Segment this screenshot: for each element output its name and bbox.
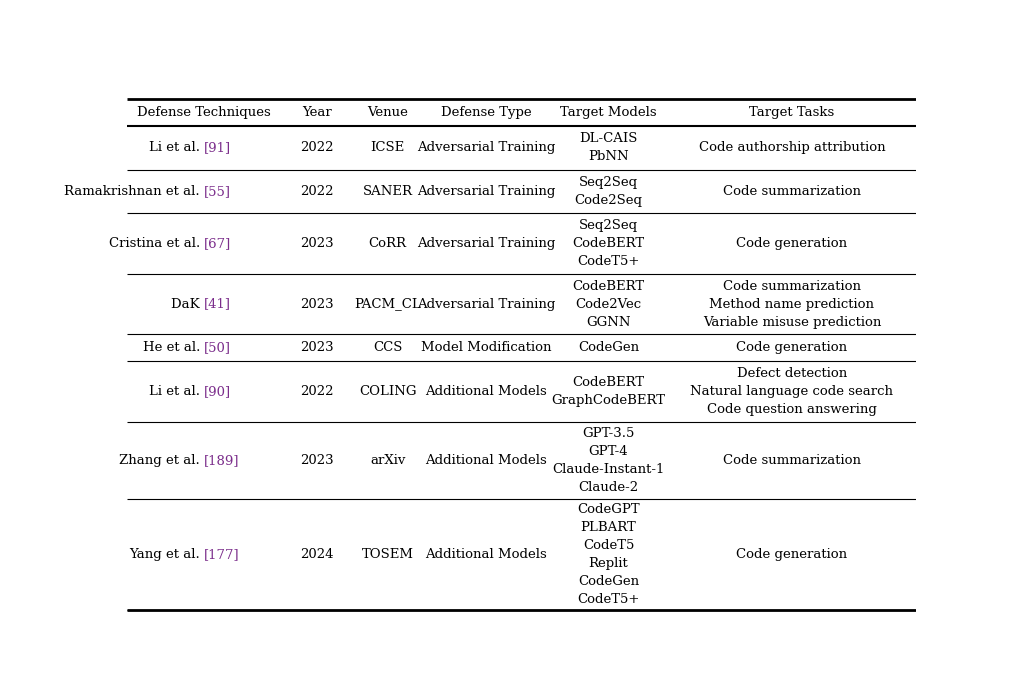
Text: Adversarial Training: Adversarial Training xyxy=(417,142,556,155)
Text: TOSEM: TOSEM xyxy=(361,548,413,561)
Text: Li et al.: Li et al. xyxy=(149,385,205,398)
Text: arXiv: arXiv xyxy=(370,454,405,467)
Text: [189]: [189] xyxy=(205,454,239,467)
Text: Adversarial Training: Adversarial Training xyxy=(417,298,556,311)
Text: [177]: [177] xyxy=(205,548,240,561)
Text: 2023: 2023 xyxy=(299,237,334,250)
Text: Defense Type: Defense Type xyxy=(441,106,531,119)
Text: Target Models: Target Models xyxy=(560,106,657,119)
Text: Ramakrishnan et al.: Ramakrishnan et al. xyxy=(64,185,205,198)
Text: Seq2Seq
CodeBERT
CodeT5+: Seq2Seq CodeBERT CodeT5+ xyxy=(572,219,644,268)
Text: [91]: [91] xyxy=(205,142,231,155)
Text: Code authorship attribution: Code authorship attribution xyxy=(698,142,886,155)
Text: DaK: DaK xyxy=(171,298,205,311)
Text: Code generation: Code generation xyxy=(736,341,848,354)
Text: PACM_CL: PACM_CL xyxy=(354,298,421,311)
Text: Code summarization
Method name prediction
Variable misuse prediction: Code summarization Method name predictio… xyxy=(702,280,882,329)
Text: CodeGen: CodeGen xyxy=(578,341,639,354)
Text: 2023: 2023 xyxy=(299,298,334,311)
Text: Model Modification: Model Modification xyxy=(421,341,552,354)
Text: Yang et al.: Yang et al. xyxy=(129,548,205,561)
Text: CodeBERT
GraphCodeBERT: CodeBERT GraphCodeBERT xyxy=(552,376,666,407)
Text: 2023: 2023 xyxy=(299,341,334,354)
Text: Venue: Venue xyxy=(367,106,408,119)
Text: Code generation: Code generation xyxy=(736,237,848,250)
Text: Target Tasks: Target Tasks xyxy=(749,106,835,119)
Text: Additional Models: Additional Models xyxy=(426,454,547,467)
Text: [90]: [90] xyxy=(205,385,231,398)
Text: Year: Year xyxy=(301,106,332,119)
Text: Code summarization: Code summarization xyxy=(723,454,861,467)
Text: Cristina et al.: Cristina et al. xyxy=(109,237,205,250)
Text: 2023: 2023 xyxy=(299,454,334,467)
Text: Zhang et al.: Zhang et al. xyxy=(119,454,205,467)
Text: 2022: 2022 xyxy=(300,385,333,398)
Text: Adversarial Training: Adversarial Training xyxy=(417,185,556,198)
Text: Defect detection
Natural language code search
Code question answering: Defect detection Natural language code s… xyxy=(690,367,894,416)
Text: GPT-3.5
GPT-4
Claude-Instant-1
Claude-2: GPT-3.5 GPT-4 Claude-Instant-1 Claude-2 xyxy=(553,427,665,493)
Text: ICSE: ICSE xyxy=(371,142,405,155)
Text: Seq2Seq
Code2Seq: Seq2Seq Code2Seq xyxy=(574,176,642,207)
Text: [50]: [50] xyxy=(205,341,231,354)
Text: Code generation: Code generation xyxy=(736,548,848,561)
Text: CodeBERT
Code2Vec
GGNN: CodeBERT Code2Vec GGNN xyxy=(572,280,644,329)
Text: Code summarization: Code summarization xyxy=(723,185,861,198)
Text: CodeGPT
PLBART
CodeT5
Replit
CodeGen
CodeT5+: CodeGPT PLBART CodeT5 Replit CodeGen Cod… xyxy=(577,502,640,606)
Text: [67]: [67] xyxy=(205,237,231,250)
Text: [55]: [55] xyxy=(205,185,231,198)
Text: SANER: SANER xyxy=(362,185,412,198)
Text: 2022: 2022 xyxy=(300,142,333,155)
Text: He et al.: He et al. xyxy=(143,341,205,354)
Text: Additional Models: Additional Models xyxy=(426,548,547,561)
Text: 2022: 2022 xyxy=(300,185,333,198)
Text: Additional Models: Additional Models xyxy=(426,385,547,398)
Text: [41]: [41] xyxy=(205,298,231,311)
Text: Defense Techniques: Defense Techniques xyxy=(137,106,271,119)
Text: CCS: CCS xyxy=(373,341,402,354)
Text: 2024: 2024 xyxy=(300,548,333,561)
Text: COLING: COLING xyxy=(359,385,416,398)
Text: Li et al.: Li et al. xyxy=(149,142,205,155)
Text: Adversarial Training: Adversarial Training xyxy=(417,237,556,250)
Text: DL-CAIS
PbNN: DL-CAIS PbNN xyxy=(579,133,637,164)
Text: CoRR: CoRR xyxy=(369,237,406,250)
